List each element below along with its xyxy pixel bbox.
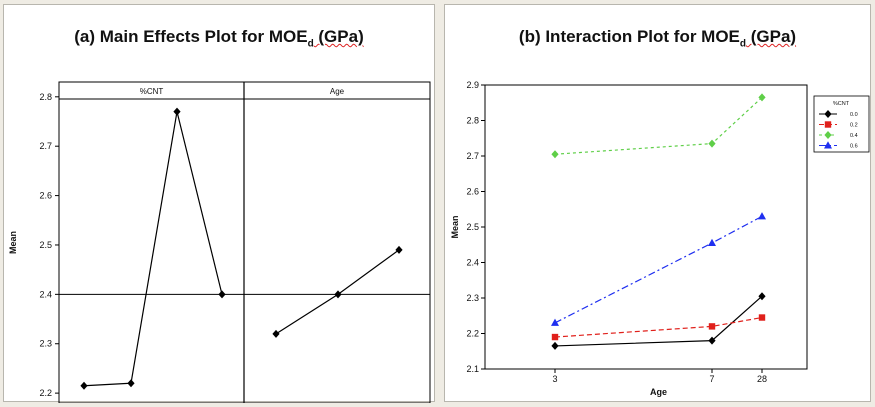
series-point-0.2 — [551, 333, 559, 341]
y-tick-label: 2.7 — [466, 151, 479, 161]
y-tick-label: 2.4 — [466, 258, 479, 268]
legend-marker-0.0 — [824, 110, 832, 118]
y-tick-label: 2.8 — [466, 116, 479, 126]
cnt-effect-point — [218, 290, 226, 299]
interaction-chart: 2.1 2.2 2.3 2.4 2.5 2.6 2.7 2.8 2.9 Mean 3 7 28 Age %C… — [450, 80, 870, 397]
x-tick-label: 7 — [709, 374, 714, 384]
cnt-effect-line — [83, 111, 223, 387]
chart-b-title: (b) Interaction Plot for MOEd (GPa) — [518, 27, 797, 50]
legend-label-0.0: 0.0 — [850, 112, 858, 118]
panel-header: %CNT — [140, 87, 164, 96]
y-tick-label: 2.3 — [39, 339, 52, 349]
series-point-0.0 — [758, 292, 766, 301]
series-point-0.6 — [758, 212, 766, 220]
y-tick-label: 2.6 — [39, 191, 52, 201]
y-tick-label: 2.8 — [39, 92, 52, 102]
y-tick-label: 2.3 — [466, 293, 479, 303]
main-effects-chart: %CNTAge2.22.32.42.52.62.72.8Mean0.00.20.… — [8, 81, 431, 403]
y-tick-label: 2.1 — [466, 364, 479, 374]
y-tick-label: 2.6 — [466, 187, 479, 197]
cnt-effect-point — [173, 107, 181, 116]
series-point-0.6 — [551, 318, 559, 326]
age-effect-point — [334, 290, 342, 299]
chart-a-title: (a) Main Effects Plot for MOEd (GPa) — [74, 27, 364, 50]
legend-marker-0.2 — [824, 121, 832, 128]
series-line-0.4 — [554, 96, 763, 155]
legend-label-0.6: 0.6 — [850, 144, 858, 150]
legend-marker-0.6 — [824, 141, 832, 149]
x-tick-label: 3 — [552, 374, 557, 384]
y-tick-label: 2.7 — [39, 141, 52, 151]
series-line-0.6 — [554, 215, 763, 324]
cnt-effect-point — [80, 381, 88, 390]
y-tick-label: 2.2 — [39, 388, 52, 398]
series-line-0.2 — [554, 316, 763, 338]
y-tick-label: 2.2 — [466, 329, 479, 339]
series-line-0.0 — [554, 295, 763, 347]
y-tick-label: 2.9 — [466, 80, 479, 90]
y-tick-label: 2.5 — [466, 222, 479, 232]
legend-label-0.4: 0.4 — [850, 133, 858, 139]
panel-header: Age — [330, 87, 345, 96]
main-effects-panel: (a) Main Effects Plot for MOEd (GPa) %CN… — [3, 4, 435, 403]
age-effect-point — [395, 245, 403, 254]
series-point-0.4 — [758, 93, 766, 102]
plot-area — [484, 84, 808, 370]
series-point-0.2 — [758, 314, 766, 321]
series-point-0.0 — [551, 341, 559, 350]
series-point-0.2 — [708, 323, 716, 330]
cnt-effect-point — [127, 379, 135, 388]
y-tick-label: 2.5 — [39, 240, 52, 250]
y-axis-label: Mean — [450, 215, 460, 238]
series-point-0.0 — [708, 336, 716, 345]
legend-title: %CNT — [833, 101, 850, 107]
legend-label-0.2: 0.2 — [850, 123, 858, 129]
age-effect-point — [272, 329, 280, 338]
x-axis-label: Age — [650, 387, 667, 397]
series-point-0.4 — [551, 150, 559, 159]
series-point-0.6 — [708, 238, 716, 246]
legend-marker-0.4 — [824, 131, 832, 139]
interaction-panel: (b) Interaction Plot for MOEd (GPa) 2.1 2… — [444, 4, 871, 402]
series-point-0.4 — [708, 139, 716, 148]
y-axis-label: Mean — [8, 231, 18, 254]
x-tick-label: 28 — [757, 374, 767, 384]
legend-box — [813, 95, 870, 153]
y-tick-label: 2.4 — [39, 289, 52, 299]
